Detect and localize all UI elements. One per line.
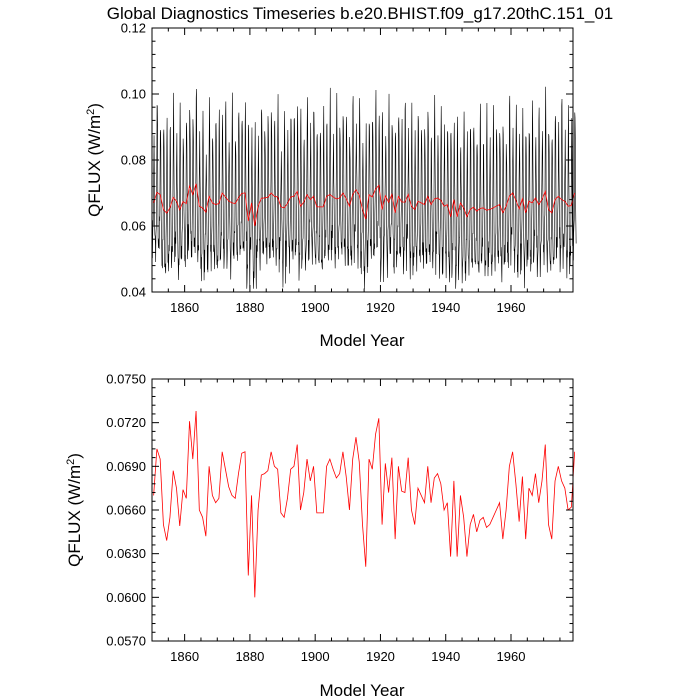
bottom-axis-ticks: 1860 1880 1900 1920 1940 1960 0.0570 0.0600 0.06… [106,372,573,664]
bottom-plot-frame [151,378,574,642]
top-y-tick-label: 0.08 [121,153,146,168]
bottom-x-tick-label: 1860 [170,649,199,664]
top-y-axis-label: QFLUX (W/m2) [85,103,104,217]
bottom-y-axis-label: QFLUX (W/m2) [65,453,84,567]
top-x-tick-label: 1960 [497,300,526,315]
top-y-tick-label: 0.10 [121,87,146,102]
top-y-axis-label-main: QFLUX (W/m [85,115,104,217]
top-panel: 1860 1880 1900 1920 1940 1960 0.04 0.06 0.08 0.10… [85,21,577,350]
bottom-x-tick-label: 1960 [497,649,526,664]
bottom-y-tick-label: 0.0600 [106,590,146,605]
bottom-y-tick-label: 0.0570 [106,634,146,649]
bottom-y-tick-label: 0.0720 [106,415,146,430]
bottom-y-tick-label: 0.0630 [106,546,146,561]
top-y-tick-label: 0.06 [121,219,146,234]
top-x-tick-label: 1860 [170,300,199,315]
top-y-axis-label-sup: 2 [85,109,97,115]
bottom-y-tick-label: 0.0690 [106,459,146,474]
bottom-panel: 1860 1880 1900 1920 1940 1960 0.0570 0.0600 0.06… [65,372,576,700]
bottom-x-tick-label: 1900 [301,649,330,664]
annual-mean-line [153,410,576,598]
top-x-axis-label: Model Year [319,331,404,350]
top-y-axis-label-close: ) [85,103,104,109]
bottom-x-tick-label: 1920 [366,649,395,664]
top-x-tick-label: 1920 [366,300,395,315]
top-plot-lines [151,86,577,289]
top-x-tick-label: 1940 [431,300,460,315]
bottom-y-axis-label-close: ) [65,453,84,459]
bottom-y-axis-label-sup: 2 [65,459,77,465]
top-y-tick-label: 0.12 [121,21,146,36]
bottom-x-tick-label: 1880 [235,649,264,664]
top-x-tick-label: 1880 [235,300,264,315]
bottom-y-axis-label-main: QFLUX (W/m [65,465,84,567]
bottom-x-axis-label: Model Year [319,681,404,700]
bottom-y-tick-label: 0.0660 [106,503,146,518]
top-axis-ticks: 1860 1880 1900 1920 1940 1960 0.04 0.06 0.08 0.10… [121,21,573,315]
top-y-tick-label: 0.04 [121,285,146,300]
annual-mean-line-top [153,183,576,227]
monthly-series-line [151,86,577,289]
bottom-plot-lines [153,410,576,598]
bottom-x-tick-label: 1940 [431,649,460,664]
bottom-y-tick-label: 0.0750 [106,372,146,387]
top-x-tick-label: 1900 [301,300,330,315]
chart-title: Global Diagnostics Timeseries b.e20.BHIS… [107,4,614,23]
